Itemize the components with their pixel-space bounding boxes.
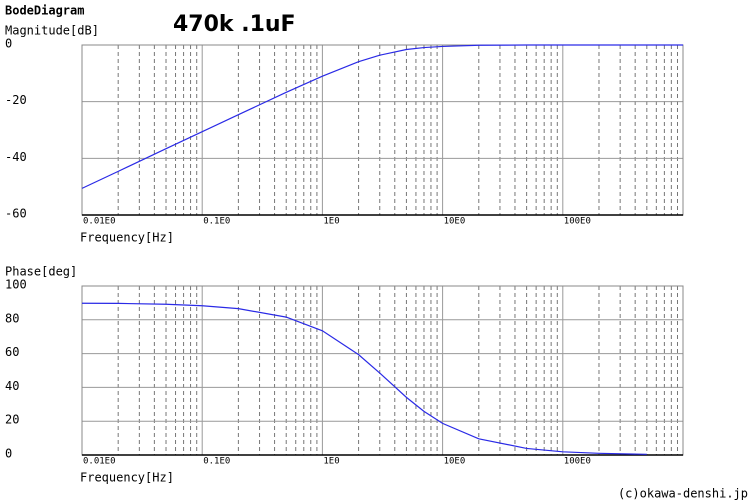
x-tick-label: 0.01E0 <box>83 217 116 227</box>
y-tick-label: -40 <box>5 150 27 164</box>
plot-frame <box>81 285 684 456</box>
y-tick-label: 40 <box>5 379 19 393</box>
y-axis-label: Magnitude[dB] <box>5 24 99 38</box>
y-tick-label: 20 <box>5 413 19 427</box>
y-tick-label: 0 <box>5 37 12 51</box>
data-line <box>81 44 683 189</box>
x-axis-label: Frequency[Hz] <box>80 471 174 485</box>
y-tick-label: 80 <box>5 311 19 325</box>
y-axis-label: Phase[deg] <box>5 265 77 279</box>
x-axis-label: Frequency[Hz] <box>80 231 174 245</box>
page-title: BodeDiagram <box>5 4 84 18</box>
x-tick-label: 1E0 <box>323 457 339 467</box>
y-tick-label: -20 <box>5 93 27 107</box>
y-tick-label: 100 <box>5 278 27 292</box>
y-tick-label: -60 <box>5 207 27 221</box>
x-tick-label: 10E0 <box>444 457 466 467</box>
data-line <box>81 302 647 455</box>
x-tick-label: 0.1E0 <box>203 457 230 467</box>
y-tick-label: 0 <box>5 447 12 461</box>
x-tick-label: 10E0 <box>444 217 466 227</box>
x-tick-label: 100E0 <box>564 217 591 227</box>
page-subtitle: 470k .1uF <box>173 12 296 37</box>
x-tick-label: 1E0 <box>323 217 339 227</box>
plot-frame <box>81 44 684 216</box>
copyright: (c)okawa-denshi.jp <box>618 487 748 501</box>
x-tick-label: 100E0 <box>564 457 591 467</box>
x-tick-label: 0.1E0 <box>203 217 230 227</box>
x-tick-label: 0.01E0 <box>83 457 116 467</box>
y-tick-label: 60 <box>5 345 19 359</box>
